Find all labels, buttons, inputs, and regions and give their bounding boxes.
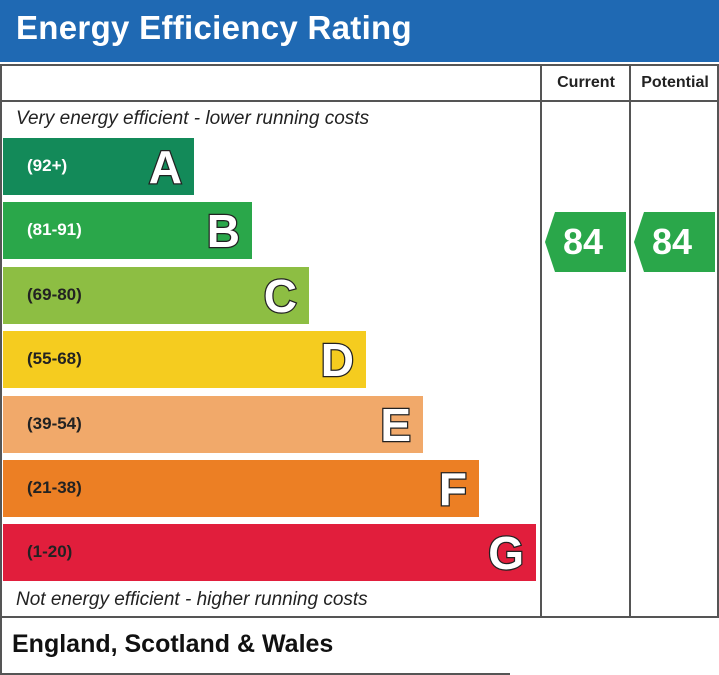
band-letter-label: B <box>206 205 242 257</box>
band-letter-label: E <box>379 399 412 451</box>
band-letter-label: A <box>148 141 184 193</box>
rating-band-f: (21-38) F <box>3 460 479 517</box>
header-bar: Energy Efficiency Rating <box>0 0 719 62</box>
rating-arrow-potential: 84 <box>634 212 715 272</box>
band-range-label: (1-20) <box>27 542 73 561</box>
rating-arrow-value: 84 <box>652 221 693 262</box>
band-letter-label: F <box>438 463 469 515</box>
rating-band-d: (55-68) D <box>3 331 366 388</box>
chart-title: Energy Efficiency Rating <box>16 9 412 46</box>
band-range-label: (81-91) <box>27 220 82 239</box>
column-header-potential: Potential <box>641 74 709 91</box>
band-range-label: (39-54) <box>27 414 82 433</box>
band-range-label: (69-80) <box>27 285 82 304</box>
rating-band-g: (1-20) G <box>3 524 536 581</box>
rating-band-a: (92+) A <box>3 138 194 195</box>
band-letter-label: D <box>320 334 356 386</box>
rating-band-b: (81-91) B <box>3 202 252 259</box>
region-label: England, Scotland & Wales <box>12 630 334 658</box>
rating-arrow-current: 84 <box>545 212 626 272</box>
band-range-label: (92+) <box>27 156 68 175</box>
rating-arrow-shape <box>634 212 715 272</box>
column-header-current: Current <box>557 74 615 91</box>
caption-bottom: Not energy efficient - higher running co… <box>16 589 368 610</box>
rating-band-e: (39-54) E <box>3 396 423 453</box>
band-letter-label: C <box>263 270 299 322</box>
rating-arrow-value: 84 <box>563 221 604 262</box>
rating-band-c: (69-80) C <box>3 267 309 324</box>
rating-arrow-shape <box>545 212 626 272</box>
band-letter-label: G <box>487 527 525 579</box>
caption-top: Very energy efficient - lower running co… <box>16 108 370 129</box>
band-range-label: (21-38) <box>27 478 82 497</box>
band-range-label: (55-68) <box>27 349 82 368</box>
